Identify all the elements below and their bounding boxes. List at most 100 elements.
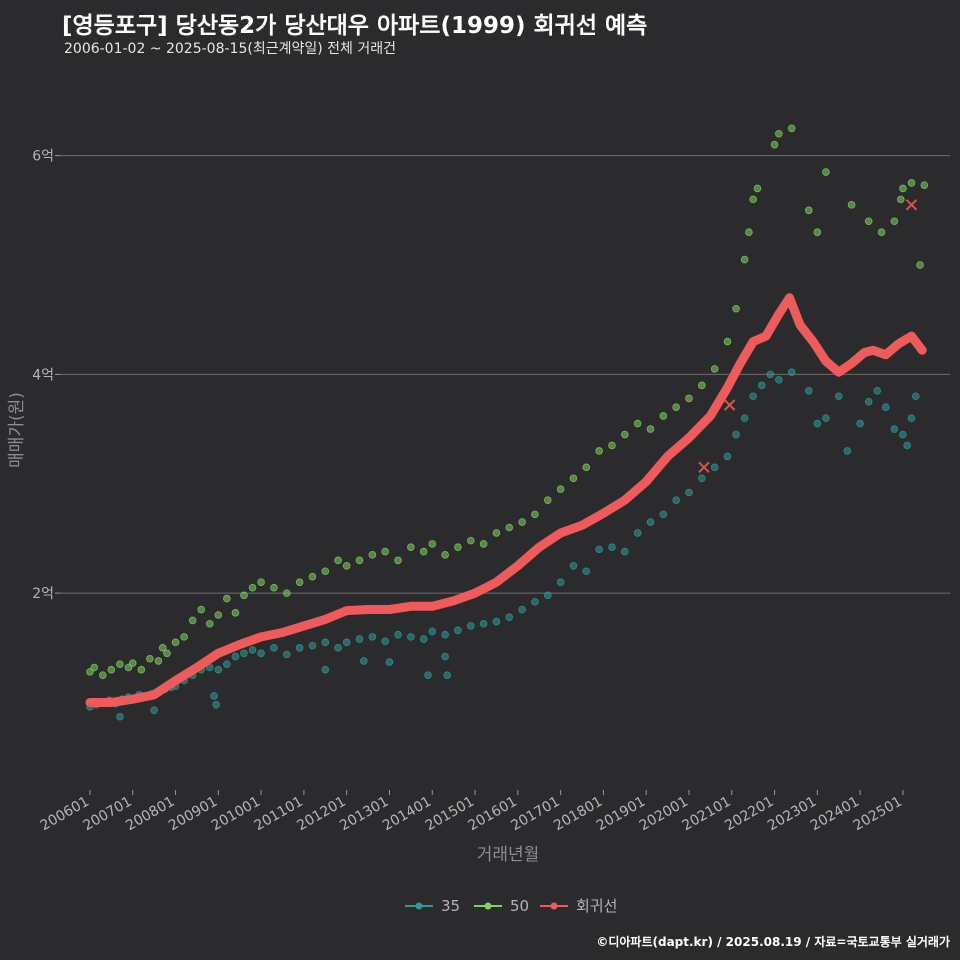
data-point-50: [569, 474, 578, 483]
data-point-50: [740, 255, 749, 264]
data-point-50: [381, 547, 389, 556]
data-point-50: [188, 616, 197, 625]
x-marker: [723, 399, 736, 411]
data-point-35: [150, 706, 158, 714]
data-point-50: [916, 261, 924, 269]
x-marker: [698, 461, 710, 474]
regression-series-line: [85, 293, 927, 707]
data-point-35: [775, 376, 783, 384]
data-point-35: [419, 635, 428, 643]
data-point-50: [466, 536, 475, 545]
regression-line: [85, 293, 927, 707]
data-point-35: [890, 425, 899, 433]
data-point-35: [441, 630, 449, 639]
data-point-35: [834, 392, 843, 401]
data-point-35: [295, 644, 304, 652]
data-point-35: [732, 430, 740, 439]
data-point-50: [205, 619, 214, 628]
data-point-50: [454, 543, 462, 551]
data-point-50: [813, 228, 822, 236]
data-point-50: [505, 523, 514, 532]
y-axis-label: 매매가(원): [7, 392, 27, 468]
data-point-50: [116, 660, 124, 669]
data-point-35: [864, 397, 873, 406]
data-point-35: [582, 567, 591, 576]
data-point-35: [531, 598, 539, 606]
data-point-35: [321, 638, 330, 647]
data-point-50: [847, 201, 856, 209]
data-point-50: [479, 540, 488, 548]
data-point-35: [518, 605, 526, 614]
data-point-50: [441, 551, 449, 559]
data-point-50: [428, 540, 437, 548]
data-point-50: [295, 578, 304, 586]
x-marker: [905, 199, 918, 211]
legend-marker-50: [484, 902, 492, 910]
data-point-50: [90, 663, 99, 672]
data-point-35: [441, 652, 449, 661]
data-point-35: [428, 627, 437, 636]
data-point-35: [368, 633, 377, 641]
data-point-50: [321, 567, 330, 576]
data-point-35: [723, 452, 732, 461]
data-point-35: [672, 496, 680, 504]
data-point-50: [355, 556, 364, 565]
data-point-35: [787, 368, 796, 376]
data-point-35: [231, 652, 240, 661]
chart-subtitle: 2006-01-02 ~ 2025-08-15(최근계약일) 전체 거래건: [64, 41, 396, 57]
data-point-50: [257, 578, 265, 586]
data-point-50: [342, 561, 351, 570]
data-point-35: [355, 635, 364, 643]
legend-marker-회귀선: [550, 902, 558, 910]
chart-title: [영등포구] 당산동2가 당산대우 아파트(1999) 회귀선 예측: [62, 13, 648, 39]
data-point-35: [766, 370, 775, 379]
data-point-50: [787, 124, 796, 133]
data-point-50: [407, 543, 415, 551]
x-marker-stroke: [698, 461, 710, 474]
data-point-35: [822, 414, 830, 422]
data-point-50: [920, 181, 929, 189]
data-point-35: [270, 644, 278, 652]
data-point-50: [197, 605, 206, 614]
data-point-50: [732, 304, 740, 313]
data-point-35: [646, 518, 655, 526]
x-marker-stroke: [723, 399, 736, 411]
data-point-35: [321, 665, 330, 674]
data-point-35: [740, 414, 749, 422]
data-point-35: [685, 488, 693, 497]
data-point-35: [710, 463, 719, 472]
data-point-35: [633, 529, 642, 537]
data-point-35: [381, 637, 389, 646]
data-point-50: [907, 179, 916, 187]
data-point-50: [646, 425, 655, 433]
data-point-35: [407, 633, 415, 641]
data-point-35: [569, 561, 578, 570]
data-point-50: [710, 365, 719, 373]
data-point-35: [698, 474, 706, 483]
data-point-50: [158, 644, 167, 652]
data-point-50: [804, 206, 813, 215]
data-point-35: [223, 660, 231, 669]
data-point-50: [608, 441, 616, 450]
data-point-50: [685, 394, 693, 403]
data-point-35: [240, 649, 248, 658]
data-point-50: [248, 583, 257, 592]
data-point-35: [882, 403, 890, 411]
data-point-50: [896, 195, 905, 204]
data-point-35: [308, 641, 317, 650]
data-point-50: [745, 228, 753, 236]
data-point-35: [214, 665, 223, 674]
scatter-points: [86, 124, 929, 721]
data-point-50: [633, 419, 642, 428]
data-point-35: [757, 381, 766, 390]
x-markers: [698, 199, 918, 474]
data-point-50: [214, 611, 223, 619]
data-point-50: [543, 496, 552, 504]
data-point-50: [240, 591, 248, 600]
data-point-35: [505, 613, 514, 621]
x-marker-stroke: [905, 199, 918, 211]
legend-label-35: 35: [441, 897, 460, 915]
data-point-50: [556, 485, 565, 494]
data-point-35: [394, 630, 402, 639]
